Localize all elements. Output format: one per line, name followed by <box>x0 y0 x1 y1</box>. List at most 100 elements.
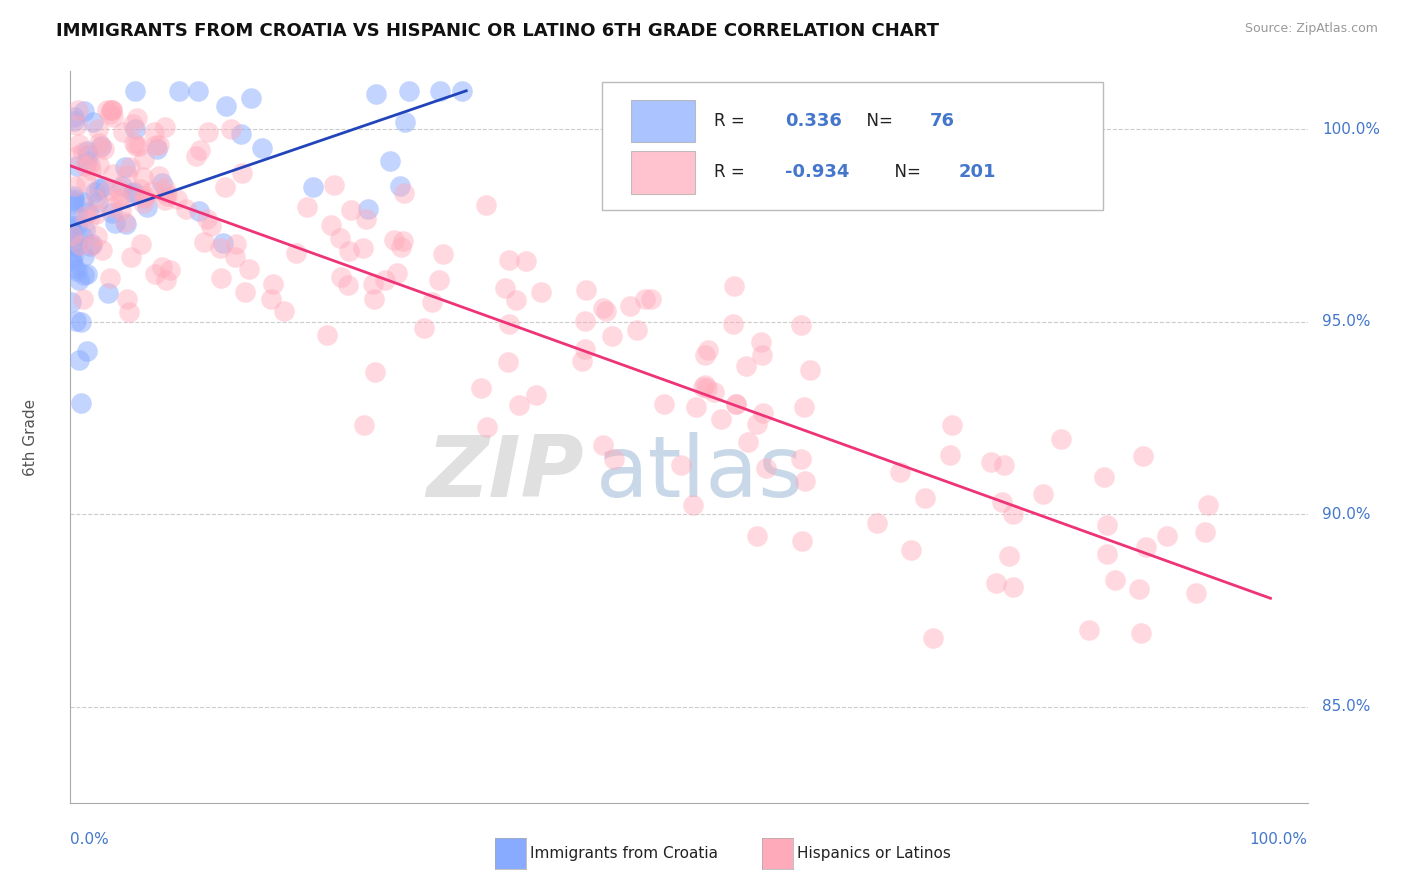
Point <box>65 314 87 328</box>
Point <box>508 398 530 412</box>
Point <box>790 534 813 549</box>
Point <box>470 381 492 395</box>
Point <box>329 270 352 285</box>
Point <box>104 216 127 230</box>
Point <box>59 218 82 232</box>
Point <box>111 190 134 204</box>
Text: 100.0%: 100.0% <box>1323 121 1381 136</box>
Point <box>865 516 887 530</box>
Point <box>297 200 319 214</box>
Point <box>214 180 236 194</box>
Point <box>494 281 516 295</box>
Point <box>100 103 122 117</box>
Point <box>63 192 86 206</box>
Point <box>87 194 110 209</box>
Point <box>100 103 122 117</box>
Point <box>394 114 416 128</box>
Point <box>66 210 89 224</box>
Point <box>76 144 98 158</box>
Point <box>86 228 108 243</box>
Point <box>697 343 720 357</box>
Point <box>652 397 675 411</box>
Point <box>900 542 922 557</box>
Point <box>302 180 325 194</box>
Point <box>155 273 177 287</box>
Point <box>66 264 89 278</box>
Point <box>524 388 547 402</box>
Point <box>695 348 717 362</box>
Point <box>984 576 1007 591</box>
Point <box>67 136 90 151</box>
Point <box>1002 580 1025 594</box>
Point <box>90 243 112 257</box>
Text: N=: N= <box>856 112 898 130</box>
Point <box>89 136 111 150</box>
Point <box>364 365 387 379</box>
Point <box>150 176 173 190</box>
Point <box>1097 518 1119 533</box>
Point <box>62 197 84 211</box>
Text: 76: 76 <box>931 112 955 130</box>
Point <box>93 179 115 194</box>
Point <box>132 169 155 184</box>
Point <box>155 181 177 195</box>
Point <box>229 127 252 141</box>
Point <box>111 178 134 193</box>
Point <box>361 277 384 292</box>
Point <box>73 209 96 223</box>
Point <box>100 200 122 214</box>
Point <box>187 84 209 98</box>
Text: R =: R = <box>714 163 749 181</box>
Point <box>129 181 152 195</box>
Point <box>1032 487 1054 501</box>
Point <box>101 110 124 124</box>
Point <box>60 240 83 254</box>
Point <box>574 314 596 328</box>
Text: IMMIGRANTS FROM CROATIA VS HISPANIC OR LATINO 6TH GRADE CORRELATION CHART: IMMIGRANTS FROM CROATIA VS HISPANIC OR L… <box>56 22 939 40</box>
Text: 100.0%: 100.0% <box>1250 832 1308 847</box>
Point <box>745 529 768 543</box>
Point <box>262 277 284 292</box>
Point <box>336 278 359 293</box>
Point <box>505 293 527 307</box>
Point <box>124 84 146 98</box>
Point <box>62 250 84 264</box>
Point <box>80 238 103 252</box>
Text: Source: ZipAtlas.com: Source: ZipAtlas.com <box>1244 22 1378 36</box>
Point <box>224 250 246 264</box>
Point <box>752 406 775 420</box>
Text: ZIP: ZIP <box>426 432 583 516</box>
Point <box>389 240 412 254</box>
Point <box>108 192 131 206</box>
Point <box>420 294 443 309</box>
Point <box>79 156 101 170</box>
Text: N=: N= <box>884 163 927 181</box>
Point <box>118 160 141 174</box>
Point <box>193 235 215 249</box>
Point <box>145 138 167 153</box>
Point <box>273 304 295 318</box>
Point <box>938 448 960 462</box>
Point <box>63 110 86 124</box>
Point <box>118 305 141 319</box>
Point <box>87 121 110 136</box>
Point <box>323 178 346 193</box>
Point <box>142 124 165 138</box>
Point <box>121 186 143 200</box>
Point <box>363 292 385 306</box>
Point <box>619 299 641 313</box>
Point <box>141 184 163 198</box>
Point <box>90 140 112 154</box>
Point <box>101 167 124 181</box>
Point <box>1092 469 1115 483</box>
Point <box>219 121 242 136</box>
Point <box>378 154 401 169</box>
Point <box>385 266 408 280</box>
Point <box>129 237 152 252</box>
Point <box>793 400 815 414</box>
Point <box>721 317 744 331</box>
Bar <box>631 100 695 143</box>
Point <box>76 268 98 282</box>
Point <box>120 250 142 264</box>
Point <box>80 236 103 251</box>
